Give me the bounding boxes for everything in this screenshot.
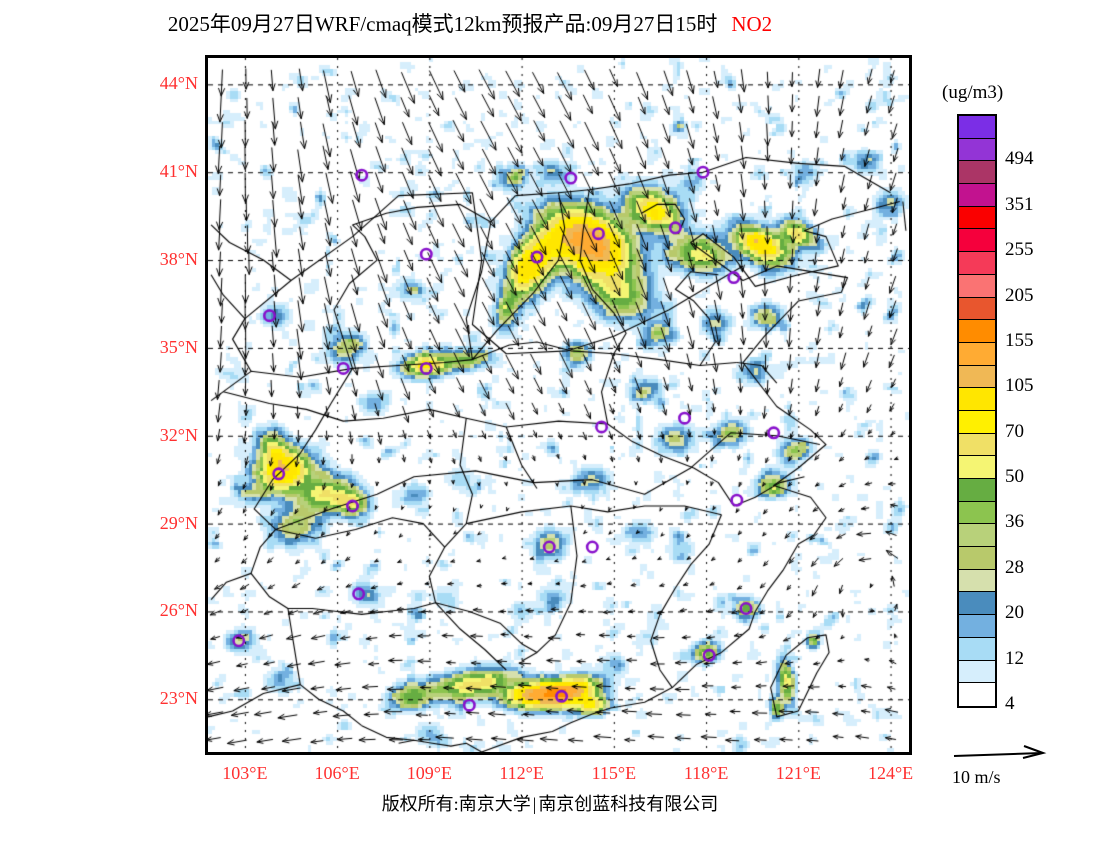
lon-tick-label: 112°E [499, 763, 544, 783]
colorbar-cell [959, 320, 995, 343]
colorbar-tick-label: 105 [1005, 375, 1034, 397]
colorbar-cell [959, 229, 995, 253]
colorbar-tick-label: 70 [1005, 420, 1024, 442]
colorbar-cell [959, 410, 995, 434]
footer-separator: | [532, 794, 537, 814]
colorbar-cell [959, 547, 995, 570]
lat-tick-label: 26°N [159, 600, 198, 621]
latitude-axis: 44°N 41°N 38°N 35°N 32°N 29°N 26°N 23°N [130, 0, 198, 850]
lat-tick-label: 41°N [159, 161, 198, 182]
page-title: 2025年09月27日WRF/cmaq模式12km预报产品:09月27日15时 N… [0, 8, 940, 38]
wind-scale-label: 10 m/s [952, 767, 1001, 787]
lat-tick-label: 44°N [159, 73, 198, 94]
colorbar-cell [959, 206, 995, 230]
colorbar-cell [959, 342, 995, 366]
colorbar-tick-label: 20 [1005, 602, 1024, 624]
colorbar-cell [959, 116, 995, 139]
colorbar-cell [959, 637, 995, 661]
colorbar-tick-label: 255 [1005, 239, 1034, 261]
lat-tick-label: 38°N [159, 249, 198, 270]
lat-tick-label: 35°N [159, 336, 198, 357]
colorbar-cell [959, 479, 995, 502]
footer-company: 南京创蓝科技有限公司 [538, 794, 719, 814]
longitude-axis: 103°E 106°E 109°E 112°E 115°E 118°E 121°E 124°E [0, 763, 1100, 793]
colorbar-cell [959, 524, 995, 548]
colorbar-cell [959, 161, 995, 185]
colorbar-cell [959, 660, 995, 684]
colorbar-cell [959, 365, 995, 389]
colorbar-cell [959, 456, 995, 479]
lon-tick-label: 118°E [683, 763, 729, 783]
footer-owner: 版权所有:南京大学 [381, 794, 531, 814]
colorbar-cells [957, 114, 997, 708]
colorbar-tick-label: 155 [1005, 329, 1034, 351]
title-species-label: NO2 [731, 12, 773, 36]
colorbar-tick-label: 12 [1005, 647, 1024, 669]
colorbar-cell [959, 252, 995, 275]
colorbar-tick-label: 28 [1005, 556, 1024, 578]
lat-tick-label: 23°N [159, 688, 198, 709]
colorbar: (ug/m3) 494 351 255 205 155 105 70 50 36 28 20 12 4 [938, 82, 1098, 714]
colorbar-tick-label: 4 [1005, 693, 1015, 714]
wind-scale-key: 10 m/s [950, 744, 1090, 788]
lon-tick-label: 124°E [867, 763, 914, 783]
lat-tick-label: 32°N [159, 424, 198, 445]
lon-tick-label: 103°E [222, 763, 268, 783]
colorbar-tick-label: 50 [1005, 466, 1024, 488]
colorbar-cell [959, 297, 995, 321]
lon-tick-label: 109°E [406, 763, 452, 783]
wind-arrow-icon [953, 745, 1047, 759]
colorbar-cell [959, 592, 995, 616]
forecast-map-plot[interactable] [205, 55, 912, 755]
colorbar-cell [959, 274, 995, 298]
colorbar-cell [959, 683, 995, 706]
colorbar-tick-label: 36 [1005, 511, 1024, 533]
title-main-text: 2025年09月27日WRF/cmaq模式12km预报产品:09月27日15时 [167, 12, 718, 36]
colorbar-cell [959, 184, 995, 207]
colorbar-units-label: (ug/m3) [942, 82, 1004, 103]
map-canvas[interactable] [208, 58, 909, 752]
colorbar-cell [959, 433, 995, 457]
colorbar-cell [959, 501, 995, 525]
colorbar-cell [959, 569, 995, 593]
lon-tick-label: 115°E [591, 763, 637, 783]
colorbar-cell [959, 615, 995, 638]
lat-tick-label: 29°N [159, 512, 198, 533]
lon-tick-label: 106°E [314, 763, 360, 783]
colorbar-cell [959, 138, 995, 162]
colorbar-tick-label: 351 [1005, 193, 1034, 215]
colorbar-tick-label: 494 [1005, 148, 1034, 170]
colorbar-cell [959, 388, 995, 411]
colorbar-tick-label: 205 [1005, 284, 1034, 306]
lon-tick-label: 121°E [775, 763, 821, 783]
copyright-footer: 版权所有:南京大学 | 南京创蓝科技有限公司 [0, 790, 1100, 816]
